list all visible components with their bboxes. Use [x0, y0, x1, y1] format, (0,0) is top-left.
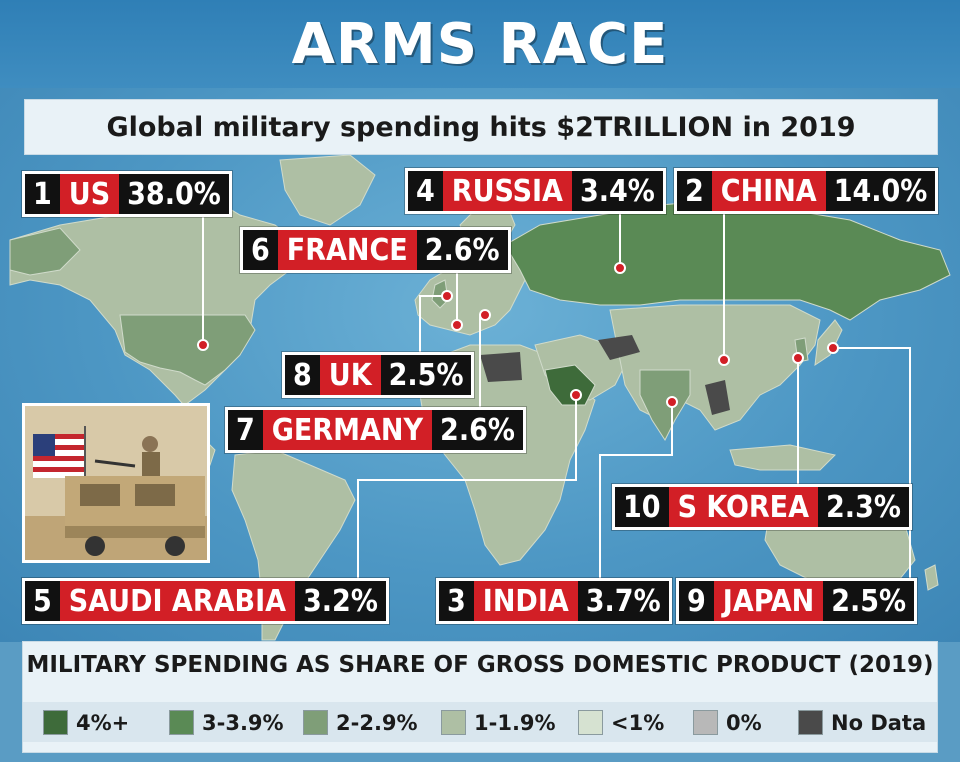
- north-africa-no-data: [480, 352, 522, 382]
- label-skorea: 10 S KOREA 2.3%: [612, 484, 912, 530]
- country-name: FRANCE: [277, 230, 417, 270]
- share: 14.0%: [825, 171, 936, 211]
- legend: MILITARY SPENDING AS SHARE OF GROSS DOME…: [22, 641, 938, 753]
- saudi-land: [544, 364, 596, 406]
- rank: 5: [25, 581, 60, 621]
- marker-saudi: [570, 389, 582, 401]
- us-flag-icon: [33, 426, 86, 506]
- legend-item: No Data: [798, 710, 926, 735]
- photo-illustration: [25, 406, 207, 560]
- rank: 6: [243, 230, 278, 270]
- gun-icon: [94, 459, 136, 468]
- subtitle-bar: Global military spending hits $2TRILLION…: [24, 99, 938, 155]
- country-name: INDIA: [473, 581, 578, 621]
- leader-india: [599, 402, 673, 580]
- label-germany: 7 GERMANY 2.6%: [225, 407, 526, 453]
- rank: 1: [25, 174, 60, 214]
- new-zealand-land: [924, 564, 939, 591]
- legend-swatch: [693, 710, 718, 735]
- legend-label: <1%: [611, 710, 665, 735]
- legend-label: 2-2.9%: [336, 710, 418, 735]
- label-us: 1 US 38.0%: [22, 171, 232, 217]
- legend-item: <1%: [578, 710, 664, 735]
- rank: 9: [679, 581, 714, 621]
- share: 2.5%: [380, 355, 472, 395]
- legend-item: 1-1.9%: [441, 710, 556, 735]
- marker-germany: [479, 309, 491, 321]
- legend-item: 4%+: [43, 710, 129, 735]
- usa-land: [119, 314, 256, 386]
- marker-uk: [441, 290, 453, 302]
- country-name: US: [59, 174, 120, 214]
- country-name: RUSSIA: [442, 171, 572, 211]
- legend-label: No Data: [831, 710, 927, 735]
- southeast-asia-no-data: [705, 380, 730, 415]
- leader-uk: [419, 295, 447, 370]
- legend-label: 1-1.9%: [474, 710, 556, 735]
- rank: 8: [285, 355, 320, 395]
- legend-swatch: [169, 710, 194, 735]
- label-russia: 4 RUSSIA 3.4%: [405, 168, 666, 214]
- legend-swatch: [441, 710, 466, 735]
- legend-swatch: [578, 710, 603, 735]
- share: 3.7%: [577, 581, 669, 621]
- armored-vehicle-icon: [65, 476, 205, 556]
- rank: 4: [408, 171, 443, 211]
- share: 2.5%: [823, 581, 915, 621]
- marker-skorea: [792, 352, 804, 364]
- marker-russia: [614, 262, 626, 274]
- legend-label: 3-3.9%: [202, 710, 284, 735]
- label-france: 6 FRANCE 2.6%: [240, 227, 511, 273]
- india-land: [639, 369, 691, 442]
- header-banner: ARMS RACE: [0, 0, 960, 88]
- share: 2.3%: [818, 487, 909, 527]
- soldier-vehicle-flag-photo: [22, 403, 210, 563]
- greenland-land: [279, 154, 376, 226]
- country-name: GERMANY: [262, 410, 433, 450]
- legend-title: MILITARY SPENDING AS SHARE OF GROSS DOME…: [26, 652, 934, 678]
- page-title: ARMS RACE: [291, 11, 669, 77]
- subtitle: Global military spending hits $2TRILLION…: [106, 111, 856, 143]
- rank: 7: [228, 410, 263, 450]
- legend-item: 3-3.9%: [169, 710, 284, 735]
- label-china: 2 CHINA 14.0%: [674, 168, 939, 214]
- legend-row: 4%+ 3-3.9% 2-2.9% 1-1.9% <1% 0%: [23, 702, 937, 742]
- country-name: SAUDI ARABIA: [59, 581, 295, 621]
- share: 3.2%: [295, 581, 386, 621]
- share: 3.4%: [571, 171, 663, 211]
- legend-label: 0%: [726, 710, 762, 735]
- marker-france: [451, 319, 463, 331]
- country-name: UK: [319, 355, 381, 395]
- russia-land: [504, 199, 951, 321]
- share: 2.6%: [432, 410, 523, 450]
- rank: 2: [677, 171, 712, 211]
- share: 38.0%: [119, 174, 229, 214]
- legend-swatch: [303, 710, 328, 735]
- rank: 3: [439, 581, 474, 621]
- legend-label: 4%+: [76, 710, 130, 735]
- country-name: S KOREA: [668, 487, 819, 527]
- marker-china: [718, 354, 730, 366]
- label-saudi: 5 SAUDI ARABIA 3.2%: [22, 578, 389, 624]
- label-japan: 9 JAPAN 2.5%: [676, 578, 918, 624]
- alaska-land: [9, 227, 81, 276]
- marker-japan: [827, 342, 839, 354]
- country-name: JAPAN: [713, 581, 824, 621]
- label-india: 3 INDIA 3.7%: [436, 578, 672, 624]
- central-asia-no-data: [598, 335, 640, 360]
- country-name: CHINA: [711, 171, 826, 211]
- leader-saudi: [357, 395, 577, 580]
- indonesia-land: [729, 444, 836, 471]
- legend-item: 0%: [693, 710, 762, 735]
- legend-swatch: [43, 710, 68, 735]
- marker-india: [666, 396, 678, 408]
- legend-swatch: [798, 710, 823, 735]
- marker-us: [197, 339, 209, 351]
- share: 2.6%: [416, 230, 508, 270]
- label-uk: 8 UK 2.5%: [282, 352, 475, 398]
- legend-item: 2-2.9%: [303, 710, 418, 735]
- soldier-icon: [142, 436, 160, 476]
- rank: 10: [615, 487, 669, 527]
